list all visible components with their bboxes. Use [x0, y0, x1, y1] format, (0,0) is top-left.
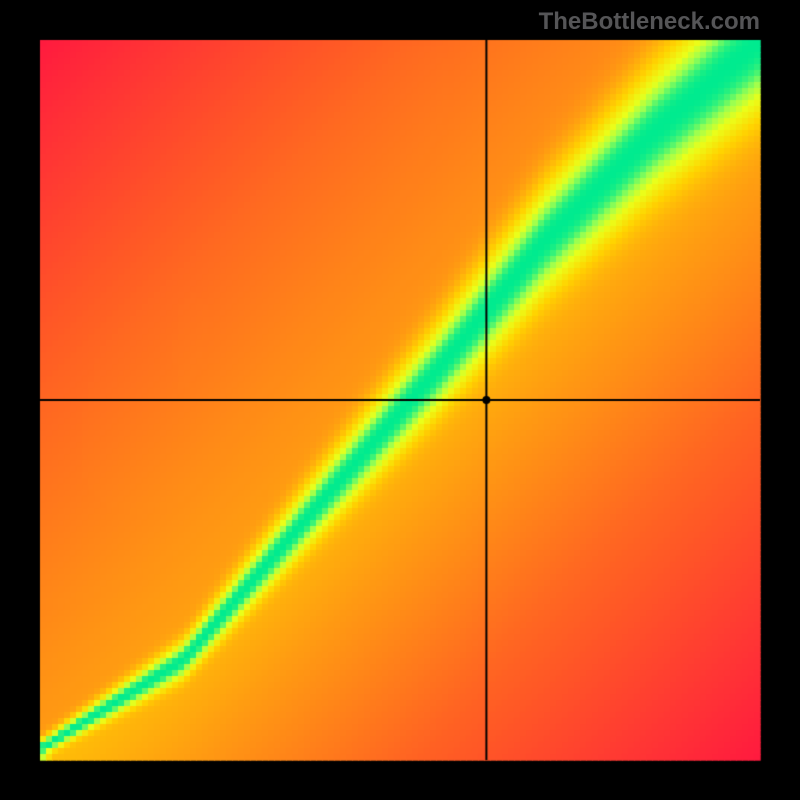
watermark-text: TheBottleneck.com [539, 8, 760, 36]
bottleneck-heatmap [0, 0, 800, 800]
